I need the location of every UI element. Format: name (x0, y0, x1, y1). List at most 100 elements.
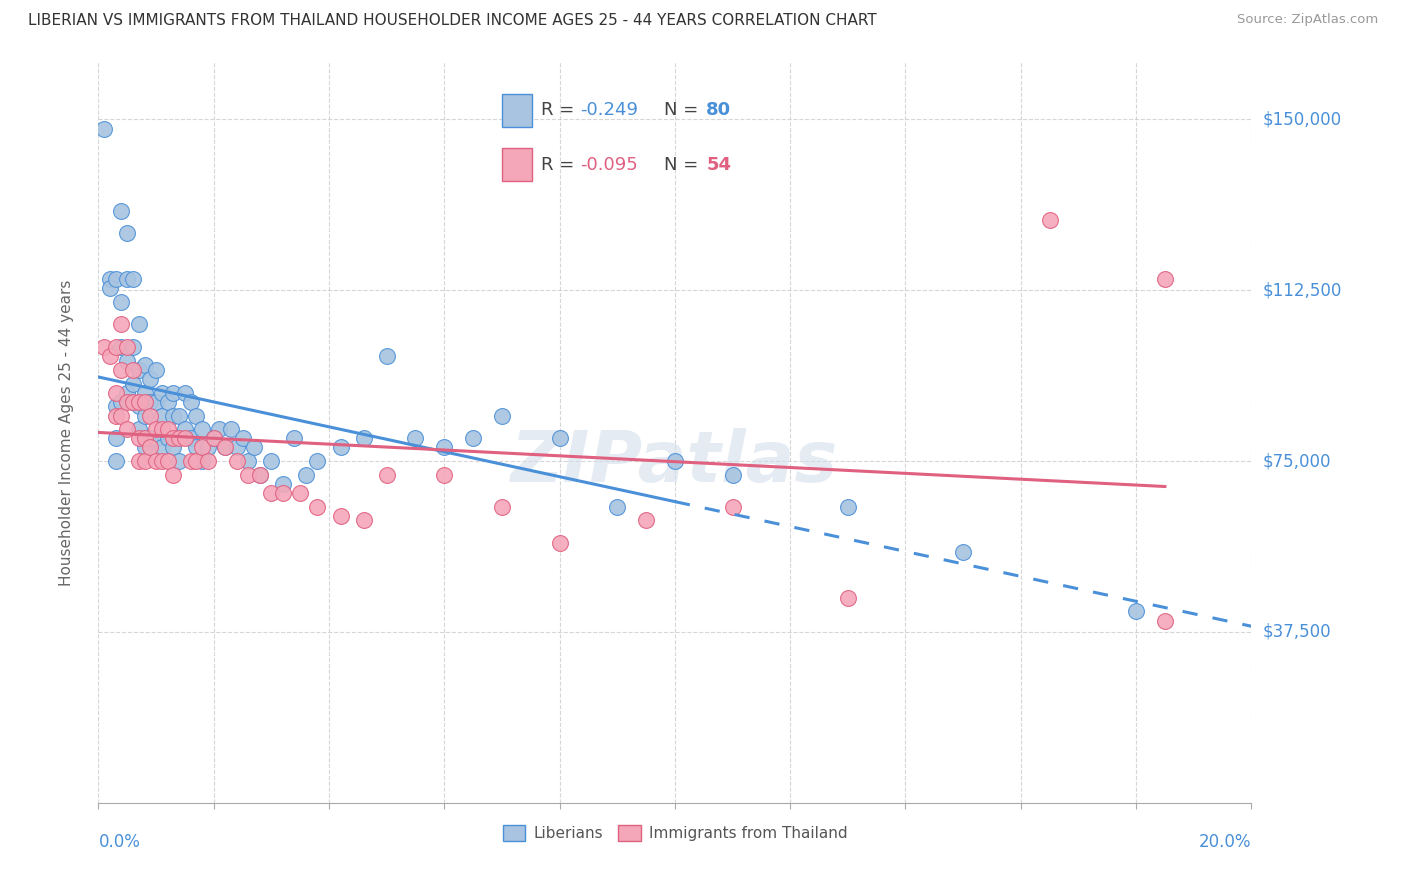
Point (186, 409, 208, 423)
Point (162, 385, 184, 400)
Point (180, 454, 202, 468)
Point (139, 395, 162, 409)
Point (134, 441, 156, 455)
Text: ZIPatlas: ZIPatlas (512, 428, 838, 497)
Point (145, 395, 167, 409)
Point (122, 363, 145, 377)
Point (664, 454, 686, 468)
Point (353, 431, 375, 445)
Point (122, 395, 145, 409)
Point (295, 467, 318, 482)
Point (225, 441, 247, 455)
Point (249, 467, 271, 482)
Point (180, 395, 202, 409)
Point (122, 340, 145, 354)
Point (219, 422, 242, 436)
Point (150, 422, 173, 436)
Point (134, 395, 156, 409)
Point (208, 422, 231, 436)
Point (1125, 604, 1147, 618)
Point (104, 272, 127, 286)
Point (197, 454, 219, 468)
Point (162, 431, 184, 445)
Point (174, 431, 197, 445)
Point (162, 409, 184, 423)
Point (548, 431, 571, 445)
Point (271, 486, 294, 500)
Point (329, 508, 352, 523)
Point (145, 422, 167, 436)
Point (110, 340, 132, 354)
Point (134, 431, 156, 445)
Point (433, 441, 456, 455)
Point (93, 121, 115, 136)
Point (952, 545, 974, 559)
Point (260, 486, 283, 500)
Point (202, 431, 225, 445)
Point (243, 441, 266, 455)
Point (491, 500, 513, 514)
Point (202, 431, 225, 445)
Legend: Liberians, Immigrants from Thailand: Liberians, Immigrants from Thailand (496, 819, 853, 847)
Point (104, 340, 127, 354)
Point (150, 409, 173, 423)
Point (307, 500, 329, 514)
Point (307, 454, 329, 468)
Point (721, 500, 744, 514)
Point (174, 422, 197, 436)
Point (225, 454, 247, 468)
Point (128, 431, 150, 445)
Point (283, 431, 305, 445)
Point (461, 431, 484, 445)
Point (191, 422, 214, 436)
Point (145, 431, 167, 445)
Point (238, 454, 260, 468)
Point (145, 363, 167, 377)
Point (128, 395, 150, 409)
Point (162, 441, 184, 455)
Point (117, 422, 139, 436)
Point (128, 454, 150, 468)
Point (117, 354, 139, 368)
Point (128, 400, 150, 414)
Point (117, 395, 139, 409)
Point (375, 467, 398, 482)
Point (98, 281, 121, 295)
Point (837, 500, 859, 514)
Point (636, 513, 658, 527)
Point (156, 422, 179, 436)
Point (104, 409, 127, 423)
Point (375, 349, 398, 363)
Point (290, 486, 312, 500)
Point (122, 395, 145, 409)
Point (186, 454, 208, 468)
Point (122, 272, 145, 286)
Point (150, 385, 173, 400)
Text: LIBERIAN VS IMMIGRANTS FROM THAILAND HOUSEHOLDER INCOME AGES 25 - 44 YEARS CORRE: LIBERIAN VS IMMIGRANTS FROM THAILAND HOU… (28, 13, 877, 29)
Text: 0.0%: 0.0% (98, 833, 141, 851)
Point (405, 431, 427, 445)
Text: 20.0%: 20.0% (1199, 833, 1251, 851)
Point (1039, 212, 1062, 227)
Point (214, 441, 236, 455)
Point (128, 363, 150, 377)
Point (214, 441, 236, 455)
Point (329, 441, 352, 455)
Point (110, 395, 132, 409)
Point (260, 454, 283, 468)
Point (139, 409, 162, 423)
Point (104, 454, 127, 468)
Point (110, 363, 132, 377)
Point (98, 349, 121, 363)
Point (174, 385, 197, 400)
Point (167, 409, 190, 423)
Point (150, 454, 173, 468)
Point (128, 422, 150, 436)
Point (491, 409, 513, 423)
Point (231, 431, 254, 445)
Point (117, 272, 139, 286)
Point (433, 467, 456, 482)
Point (122, 376, 145, 391)
Point (117, 385, 139, 400)
Point (104, 400, 127, 414)
